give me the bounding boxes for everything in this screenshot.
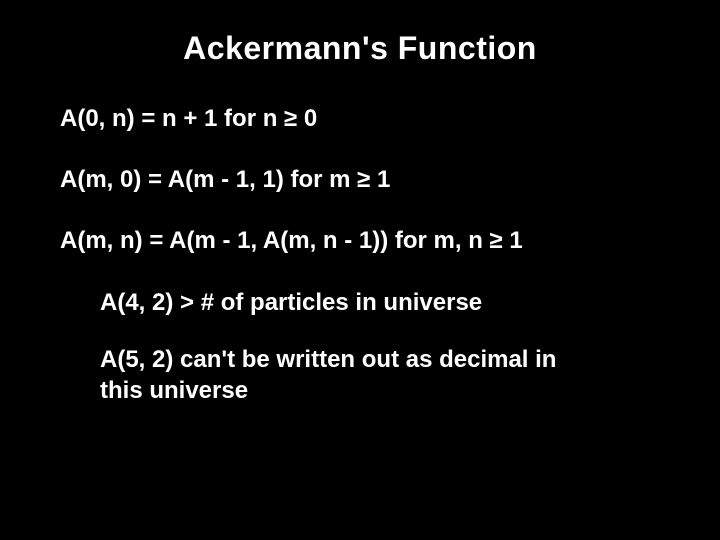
definition-3: A(m, n) = A(m - 1, A(m, n - 1)) for m, n… (60, 225, 660, 256)
definition-2: A(m, 0) = A(m - 1, 1) for m ≥ 1 (60, 164, 660, 195)
fact-1: A(4, 2) > # of particles in universe (100, 287, 600, 318)
slide-container: Ackermann's Function A(0, n) = n + 1 for… (0, 0, 720, 540)
slide-title: Ackermann's Function (60, 30, 660, 67)
fact-2: A(5, 2) can't be written out as decimal … (100, 344, 600, 406)
facts-block: A(4, 2) > # of particles in universe A(5… (60, 287, 660, 407)
definition-1: A(0, n) = n + 1 for n ≥ 0 (60, 103, 660, 134)
